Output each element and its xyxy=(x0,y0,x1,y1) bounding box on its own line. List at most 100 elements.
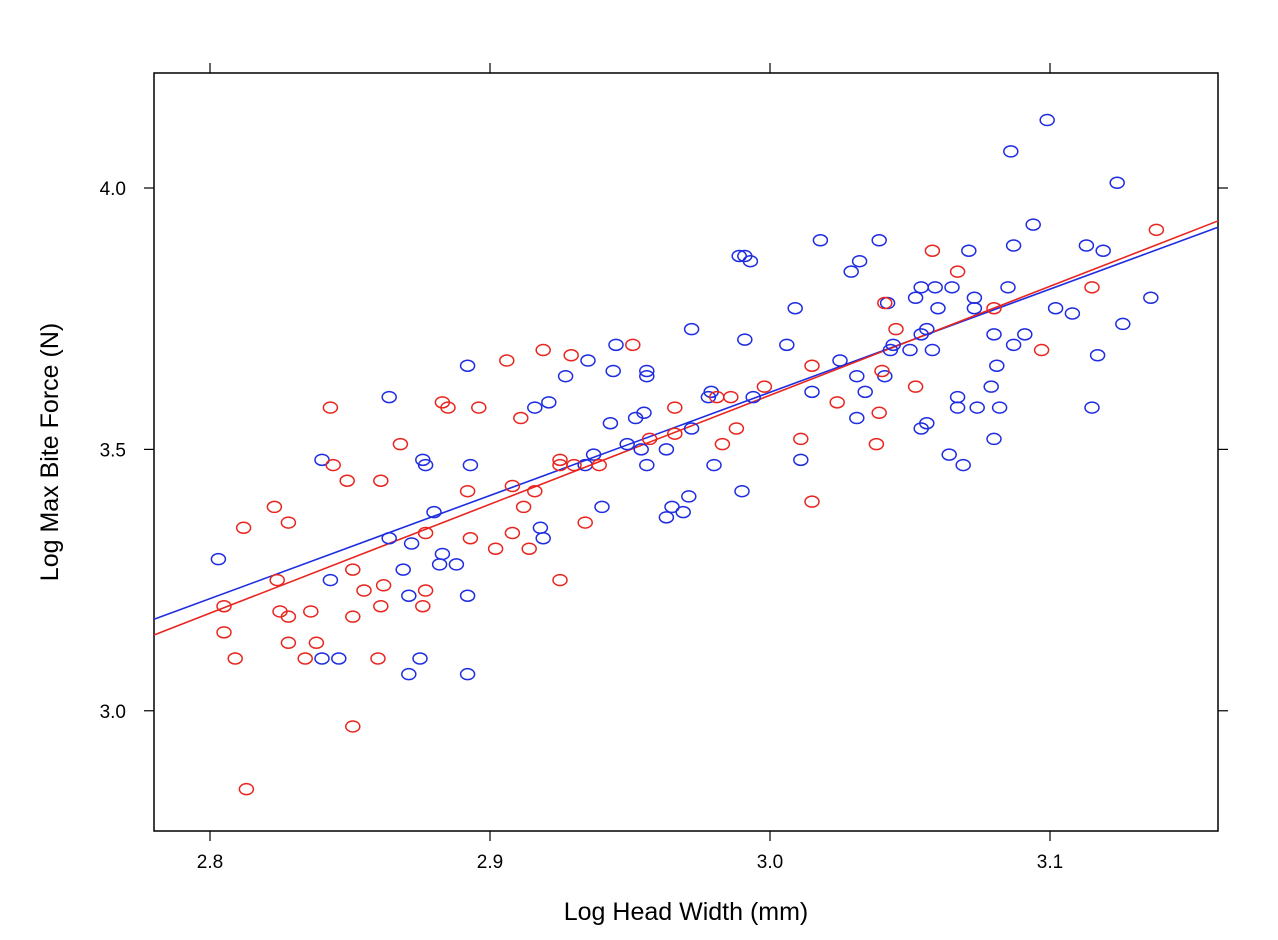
data-point-series-2 xyxy=(370,652,386,665)
data-point-series-2 xyxy=(804,495,820,508)
data-point-series-1 xyxy=(1039,113,1055,127)
data-point-series-2 xyxy=(641,432,658,446)
data-point-series-1 xyxy=(832,354,848,367)
data-point-series-1 xyxy=(683,422,700,435)
data-point-series-2 xyxy=(375,579,392,592)
data-point-series-1 xyxy=(1000,281,1016,294)
data-point-series-2 xyxy=(356,584,372,597)
data-point-series-2 xyxy=(986,301,1002,315)
data-point-series-2 xyxy=(513,411,529,425)
data-point-series-1 xyxy=(619,437,635,451)
y-tick-label: 4.0 xyxy=(100,179,126,200)
data-points xyxy=(210,113,1165,796)
data-point-series-1 xyxy=(1017,328,1033,341)
data-point-series-1 xyxy=(924,343,941,357)
data-point-series-1 xyxy=(395,563,411,576)
data-point-series-1 xyxy=(314,652,330,665)
data-point-series-1 xyxy=(1064,307,1081,320)
data-point-series-1 xyxy=(742,254,759,268)
data-point-series-1 xyxy=(658,443,675,456)
data-point-series-2 xyxy=(907,380,924,393)
data-point-series-1 xyxy=(602,416,619,430)
data-point-series-1 xyxy=(527,401,543,414)
data-point-series-1 xyxy=(431,558,448,571)
data-point-series-2 xyxy=(1033,343,1050,357)
data-point-series-1 xyxy=(401,589,417,603)
data-point-series-2 xyxy=(728,422,745,435)
data-point-series-1 xyxy=(851,254,868,268)
data-point-series-1 xyxy=(675,505,691,519)
data-point-series-2 xyxy=(417,584,434,597)
data-point-series-1 xyxy=(849,369,865,383)
data-point-series-2 xyxy=(303,605,319,618)
data-point-series-2 xyxy=(871,406,887,420)
data-point-series-1 xyxy=(1115,317,1131,331)
data-point-series-1 xyxy=(930,301,946,315)
data-point-series-1 xyxy=(944,281,960,294)
data-point-series-2 xyxy=(373,474,389,488)
data-point-series-2 xyxy=(577,516,593,529)
data-point-series-2 xyxy=(345,610,361,623)
data-point-series-1 xyxy=(1109,176,1125,190)
data-point-series-1 xyxy=(927,281,943,294)
data-point-series-1 xyxy=(594,500,610,514)
data-point-series-2 xyxy=(280,636,297,650)
y-axis: 3.0 3.5 4.0 xyxy=(100,179,1228,723)
data-point-series-2 xyxy=(874,364,890,378)
data-point-series-2 xyxy=(325,458,341,472)
x-tick-label: 3.0 xyxy=(757,852,783,873)
data-point-series-1 xyxy=(585,448,602,461)
data-point-series-2 xyxy=(888,322,904,336)
data-point-series-1 xyxy=(403,537,420,550)
data-point-series-1 xyxy=(986,432,1002,446)
data-point-series-1 xyxy=(1047,301,1064,315)
data-point-series-2 xyxy=(829,396,845,409)
plot-frame xyxy=(153,72,1219,832)
data-point-series-1 xyxy=(966,301,983,315)
data-point-series-1 xyxy=(989,359,1005,372)
data-point-series-1 xyxy=(745,390,761,404)
data-point-series-2 xyxy=(515,500,532,514)
data-point-series-2 xyxy=(714,437,731,451)
data-point-series-2 xyxy=(345,563,361,576)
data-point-series-1 xyxy=(955,458,971,472)
data-point-series-1 xyxy=(843,265,859,278)
data-point-series-2 xyxy=(339,474,355,488)
data-point-series-2 xyxy=(415,599,431,613)
data-point-series-1 xyxy=(608,338,624,352)
fit-line-series-2 xyxy=(153,220,1219,636)
data-point-series-1 xyxy=(871,234,887,247)
data-point-series-1 xyxy=(986,328,1002,341)
data-point-series-2 xyxy=(949,265,966,278)
data-point-series-1 xyxy=(605,364,621,378)
data-point-series-1 xyxy=(1005,338,1022,352)
data-point-series-2 xyxy=(459,484,476,498)
data-point-series-2 xyxy=(723,390,739,404)
data-point-series-1 xyxy=(941,448,957,461)
data-point-series-2 xyxy=(756,380,773,393)
data-point-series-1 xyxy=(885,338,901,352)
data-point-series-2 xyxy=(471,401,487,414)
data-point-series-2 xyxy=(392,437,409,451)
data-point-series-2 xyxy=(552,453,568,467)
data-point-series-2 xyxy=(868,437,885,451)
data-point-series-1 xyxy=(907,291,924,305)
data-point-series-1 xyxy=(426,505,442,519)
x-tick-label: 2.8 xyxy=(197,852,223,873)
data-point-series-1 xyxy=(412,652,428,665)
data-point-series-1 xyxy=(683,322,700,336)
data-point-series-2 xyxy=(235,521,252,535)
data-point-series-1 xyxy=(532,521,549,535)
data-point-series-1 xyxy=(1143,291,1159,305)
data-point-series-1 xyxy=(969,401,985,414)
data-point-series-2 xyxy=(216,599,232,613)
data-point-series-1 xyxy=(658,511,675,524)
data-point-series-1 xyxy=(983,380,999,393)
data-point-series-1 xyxy=(849,411,865,425)
data-point-series-1 xyxy=(322,573,339,587)
data-point-series-1 xyxy=(737,333,753,346)
data-point-series-2 xyxy=(535,343,551,357)
data-point-series-2 xyxy=(552,573,568,587)
data-point-series-2 xyxy=(1148,223,1165,237)
